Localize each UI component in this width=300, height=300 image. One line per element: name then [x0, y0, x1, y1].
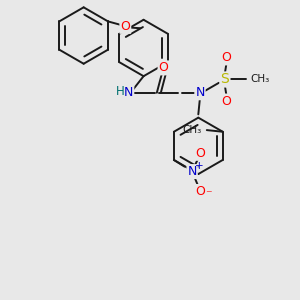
Text: S: S	[220, 73, 229, 86]
Text: N: N	[188, 165, 197, 178]
Text: N: N	[124, 86, 133, 99]
Text: CH₃: CH₃	[183, 125, 202, 135]
Text: N: N	[195, 86, 205, 99]
Text: O: O	[196, 147, 206, 160]
Text: O: O	[196, 185, 206, 198]
Text: O: O	[222, 94, 232, 108]
Text: +: +	[194, 160, 203, 171]
Text: O: O	[222, 51, 232, 64]
Text: O: O	[158, 61, 168, 74]
Text: CH₃: CH₃	[251, 74, 270, 85]
Text: O: O	[120, 20, 130, 33]
Text: ⁻: ⁻	[206, 188, 212, 201]
Text: H: H	[116, 85, 125, 98]
